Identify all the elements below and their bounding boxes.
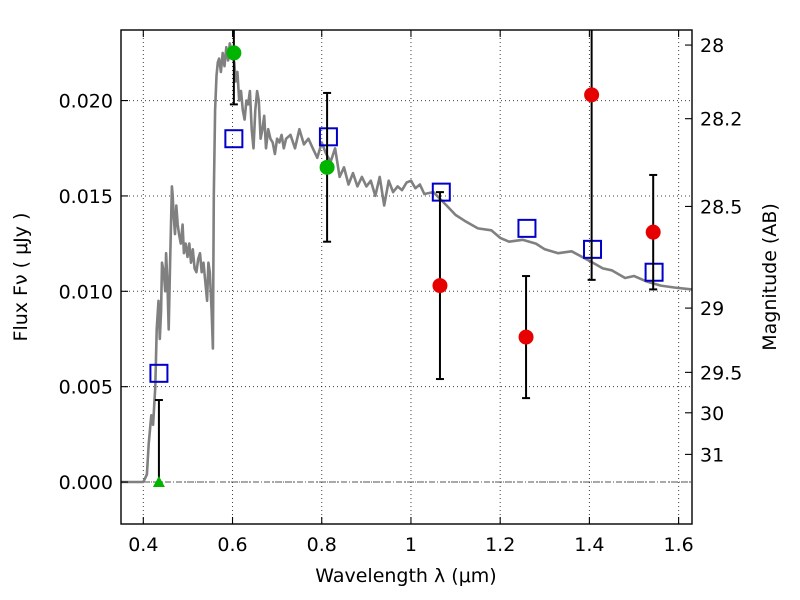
- y-tick-label: 0.010: [59, 281, 113, 303]
- plot-marks: [121, 30, 692, 488]
- y2-tick-label: 28: [700, 35, 724, 57]
- y2-tick-label: 29.5: [700, 362, 742, 384]
- x-tick-label: 1.6: [664, 534, 694, 556]
- y-tick-label: 0.005: [59, 377, 113, 399]
- model-photometry-square: [149, 363, 169, 383]
- axes: 0.4 0.6 0.8 1 1.2 1.4 1.6 0.000 0.005 0.010 0.015 0…: [59, 30, 742, 556]
- x-tick-label: 0.8: [307, 534, 337, 556]
- y-tick-label: 0.015: [59, 186, 113, 208]
- y2-tick-label: 28.2: [700, 109, 742, 131]
- upper-limit-triangle: [152, 476, 165, 488]
- model-photometry-square: [318, 127, 338, 147]
- observed-flux-point: [319, 159, 335, 175]
- observed-flux-point: [432, 278, 448, 294]
- model-spectrum-line: [121, 42, 692, 484]
- plot-frame: [120, 29, 693, 525]
- y2-axis-label: Magnitude (AB): [759, 203, 781, 351]
- y-tick-label: 0.020: [59, 91, 113, 113]
- x-tick-label: 1.4: [574, 534, 604, 556]
- y2-tick-label: 30: [700, 403, 724, 425]
- y2-tick-label: 29: [700, 298, 724, 320]
- x-tick-label: 1: [405, 534, 417, 556]
- model-photometry-square: [431, 182, 451, 202]
- observed-flux-point: [584, 87, 600, 103]
- model-photometry-square: [517, 218, 537, 238]
- observed-flux-point: [645, 224, 661, 240]
- y2-tick-label: 28.5: [700, 196, 742, 218]
- x-tick-label: 1.2: [485, 534, 515, 556]
- model-photometry-square: [224, 129, 244, 149]
- x-tick-label: 0.6: [217, 534, 247, 556]
- y2-tick-label: 31: [700, 444, 724, 466]
- x-axis-label: Wavelength λ (μm): [315, 565, 496, 587]
- x-tick-label: 0.4: [128, 534, 158, 556]
- y-axis-label: Flux Fν ( μJy ): [10, 213, 32, 342]
- observed-flux-point: [518, 329, 534, 345]
- observed-flux-point: [226, 45, 242, 61]
- y-tick-label: 0.000: [59, 472, 113, 494]
